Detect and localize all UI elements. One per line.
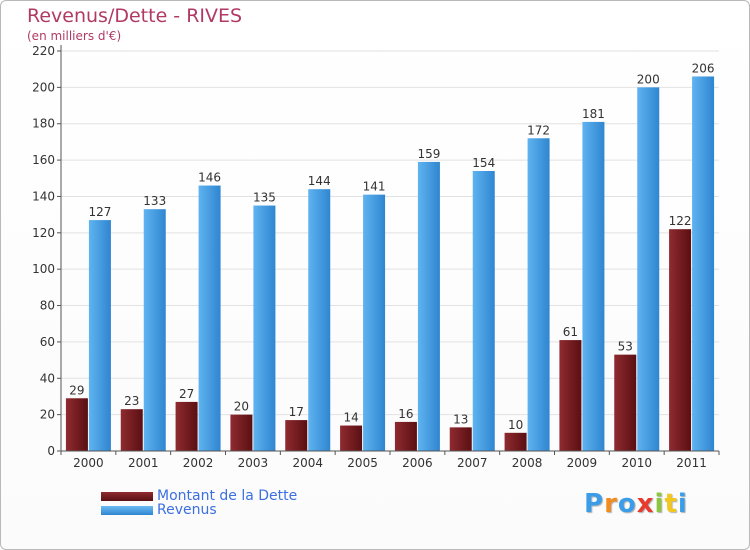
bar-dette [230,414,253,451]
y-tick-label: 120 [32,226,55,240]
y-tick-label: 40 [40,371,55,385]
y-tick-label: 180 [32,117,55,131]
bar-dette [394,421,417,451]
x-tick-label: 2010 [621,456,652,470]
y-tick-label: 100 [32,262,55,276]
y-tick-label: 80 [40,299,55,313]
bar-revenus [143,209,166,451]
data-label: 53 [618,340,633,354]
data-label: 159 [417,147,440,161]
bar-dette [504,432,527,451]
data-label: 27 [179,387,194,401]
data-label: 13 [453,412,468,426]
y-tick-label: 140 [32,189,55,203]
data-label: 17 [289,405,304,419]
x-tick-label: 2011 [676,456,707,470]
logo-letter: x [636,489,655,519]
y-tick-label: 200 [32,80,55,94]
bar-revenus [582,121,605,451]
x-tick-label: 2002 [183,456,214,470]
x-tick-label: 2007 [457,456,488,470]
legend-label-revenus: Revenus [157,502,217,518]
bar-dette [175,401,198,451]
data-label: 20 [234,400,249,414]
x-tick-label: 2000 [73,456,104,470]
x-tick-label: 2006 [402,456,433,470]
logo-letter: P [584,489,605,519]
data-label: 181 [582,107,605,121]
bar-revenus [527,138,550,452]
bar-revenus [692,76,715,452]
bar-dette [285,420,308,451]
data-label: 146 [198,171,221,185]
data-label: 154 [472,156,495,170]
bar-revenus [308,189,331,451]
bar-dette [449,427,472,451]
bar-dette [65,398,88,451]
data-label: 29 [69,383,84,397]
data-label: 133 [143,194,166,208]
y-tick-label: 20 [40,408,55,422]
bar-dette [340,425,363,451]
bar-revenus [472,171,495,451]
legend-item-revenus: Revenus [101,502,217,518]
data-label: 61 [563,325,578,339]
bar-revenus [417,161,440,451]
bar-dette [669,229,692,451]
chart-title: Revenus/Dette - RIVES [27,5,243,27]
data-label: 206 [692,61,715,75]
bar-revenus [637,87,660,451]
data-label: 127 [88,205,111,219]
proxiti-logo: Proxiti [584,489,688,519]
bar-dette [614,354,637,451]
y-tick-label: 60 [40,335,55,349]
logo-letter: t [664,489,678,519]
data-label: 14 [343,411,358,425]
logo-letter: r [604,489,618,519]
logo-letter: o [617,489,637,519]
grid-lines [61,50,719,452]
logo-letter: i [677,489,688,519]
data-label: 172 [527,123,550,137]
bar-revenus [88,220,111,451]
bars [65,76,715,452]
legend-label-dette: Montant de la Dette [157,488,298,504]
data-label: 135 [253,191,276,205]
data-label: 16 [398,407,413,421]
legend-swatch-revenus [101,505,153,515]
logo-letter: i [654,489,665,519]
x-tick-label: 2001 [128,456,159,470]
legend-item-dette: Montant de la Dette [101,488,297,504]
data-label: 23 [124,394,139,408]
axes [57,45,720,455]
y-tick-label: 220 [32,44,55,58]
labels: 0204060801001201401601802002202912720002… [32,44,714,470]
legend-swatch-dette [101,491,153,501]
data-label: 122 [669,214,692,228]
data-label: 200 [637,72,660,86]
x-tick-label: 2008 [512,456,543,470]
data-label: 10 [508,418,523,432]
chart-subtitle: (en milliers d'€) [27,29,122,43]
bar-dette [120,409,143,451]
y-tick-label: 0 [47,444,55,458]
x-tick-label: 2003 [238,456,269,470]
data-label: 144 [308,174,331,188]
bar-revenus [198,185,221,451]
x-tick-label: 2009 [567,456,598,470]
bar-dette [559,340,582,451]
x-tick-label: 2004 [292,456,323,470]
y-tick-label: 160 [32,153,55,167]
bar-revenus [363,194,386,452]
x-tick-label: 2005 [347,456,378,470]
bar-revenus [253,205,276,451]
data-label: 141 [363,180,386,194]
